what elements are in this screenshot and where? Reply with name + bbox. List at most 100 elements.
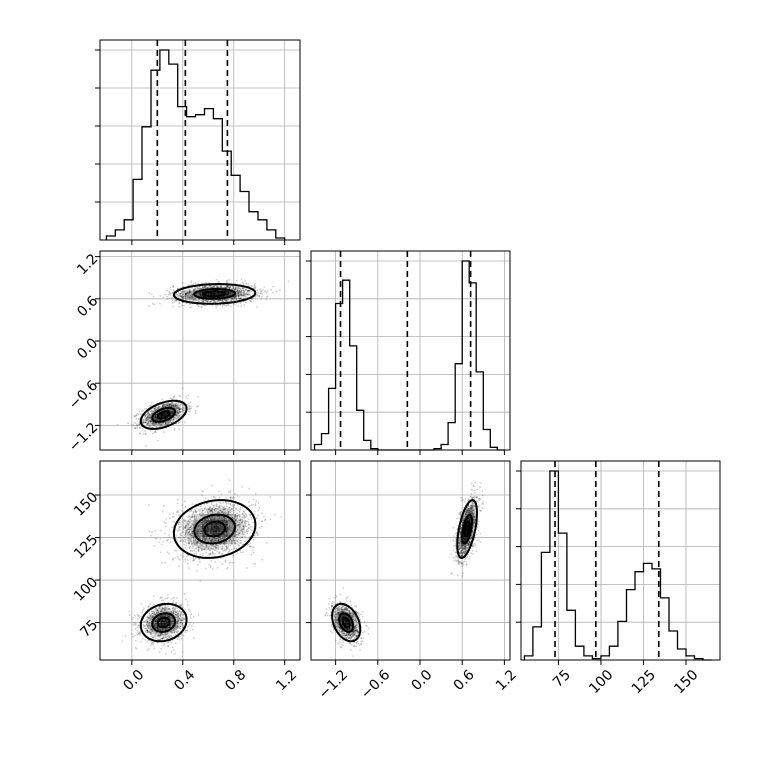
scatter-point <box>222 501 225 504</box>
density-cell <box>464 538 467 545</box>
scatter-point <box>180 611 182 614</box>
scatter-point <box>144 430 146 433</box>
scatter-point <box>152 411 154 413</box>
scatter-point <box>196 564 199 566</box>
scatter-point <box>171 302 174 304</box>
scatter-point <box>154 415 157 417</box>
scatter-point <box>169 397 172 400</box>
scatter-point <box>153 424 156 427</box>
density-cell <box>210 532 219 539</box>
scatter-point <box>173 429 176 431</box>
scatter-point <box>184 608 187 611</box>
scatter-point <box>147 411 150 414</box>
scatter-point <box>174 642 177 645</box>
density-cell <box>335 608 339 613</box>
scatter-point <box>170 297 173 300</box>
scatter-point <box>250 290 253 293</box>
scatter-point <box>188 291 191 294</box>
scatter-point <box>159 538 162 540</box>
scatter-point <box>160 562 163 564</box>
scatter-point <box>149 420 152 422</box>
scatter-point <box>179 522 182 525</box>
scatter-point <box>156 611 159 614</box>
scatter-point <box>228 292 231 295</box>
scatter-point <box>173 427 176 430</box>
scatter-point <box>176 411 179 414</box>
scatter-point <box>175 413 178 415</box>
scatter-point <box>172 285 175 288</box>
scatter-point <box>155 426 158 428</box>
scatter-point <box>149 619 152 621</box>
density-cell <box>341 612 345 617</box>
density-cell <box>472 507 475 514</box>
density-cell <box>466 507 469 514</box>
scatter-point <box>182 552 185 555</box>
scatter-point <box>231 298 234 301</box>
density-cell <box>193 544 202 551</box>
scatter-point <box>179 621 182 624</box>
density-cell <box>175 410 181 414</box>
scatter-point <box>182 613 185 616</box>
density-cell <box>218 507 228 514</box>
scatter-point <box>233 299 236 301</box>
scatter-point <box>143 620 145 623</box>
scatter-point <box>187 394 190 397</box>
scatter-point <box>164 597 167 600</box>
scatter-point <box>190 525 193 527</box>
scatter-point <box>194 281 197 284</box>
scatter-point <box>256 293 259 296</box>
scatter-point <box>138 410 141 412</box>
scatter-point <box>254 282 256 285</box>
scatter-point <box>248 505 251 507</box>
scatter-point <box>154 430 157 433</box>
scatter-point <box>214 553 216 555</box>
density-cell <box>166 407 171 411</box>
scatter-point <box>176 625 179 627</box>
scatter-point <box>160 413 163 416</box>
scatter-point <box>181 509 183 512</box>
scatter-point <box>261 558 264 561</box>
scatter-point <box>179 421 182 423</box>
scatter-point <box>183 409 185 412</box>
density-cell <box>151 612 157 617</box>
scatter-point <box>212 531 215 534</box>
scatter-point <box>230 498 232 500</box>
density-cell <box>210 299 219 302</box>
scatter-point <box>176 622 178 625</box>
density-cell <box>146 416 152 420</box>
scatter-point <box>148 292 151 295</box>
scatter-point <box>128 610 131 613</box>
scatter-point <box>149 416 152 419</box>
scatter-point <box>159 302 161 305</box>
scatter-point <box>148 612 151 615</box>
scatter-point <box>184 560 187 562</box>
scatter-point <box>218 490 220 493</box>
density-cell <box>170 628 176 633</box>
scatter-point <box>210 501 213 504</box>
scatter-point <box>228 479 231 482</box>
scatter-point <box>173 557 176 559</box>
density-cell <box>151 422 157 426</box>
scatter-point <box>176 628 178 630</box>
scatter-point <box>138 427 141 430</box>
scatter-point <box>134 614 136 617</box>
scatter-point <box>229 489 232 492</box>
scatter-point <box>166 296 169 298</box>
scatter-point <box>151 422 154 424</box>
density-cell <box>472 526 475 533</box>
scatter-point <box>142 421 145 424</box>
scatter-point <box>176 406 179 409</box>
scatter-point <box>182 527 185 530</box>
scatter-point <box>186 629 188 632</box>
scatter-point <box>152 295 155 298</box>
scatter-point <box>210 286 213 289</box>
density-cell <box>146 624 152 629</box>
scatter-point <box>182 411 185 413</box>
scatter-point <box>132 635 134 638</box>
scatter-point <box>183 592 186 595</box>
scatter-point <box>146 423 149 425</box>
scatter-point <box>161 414 164 417</box>
scatter-point <box>213 300 216 302</box>
scatter-point <box>189 303 191 306</box>
scatter-point <box>225 519 227 521</box>
